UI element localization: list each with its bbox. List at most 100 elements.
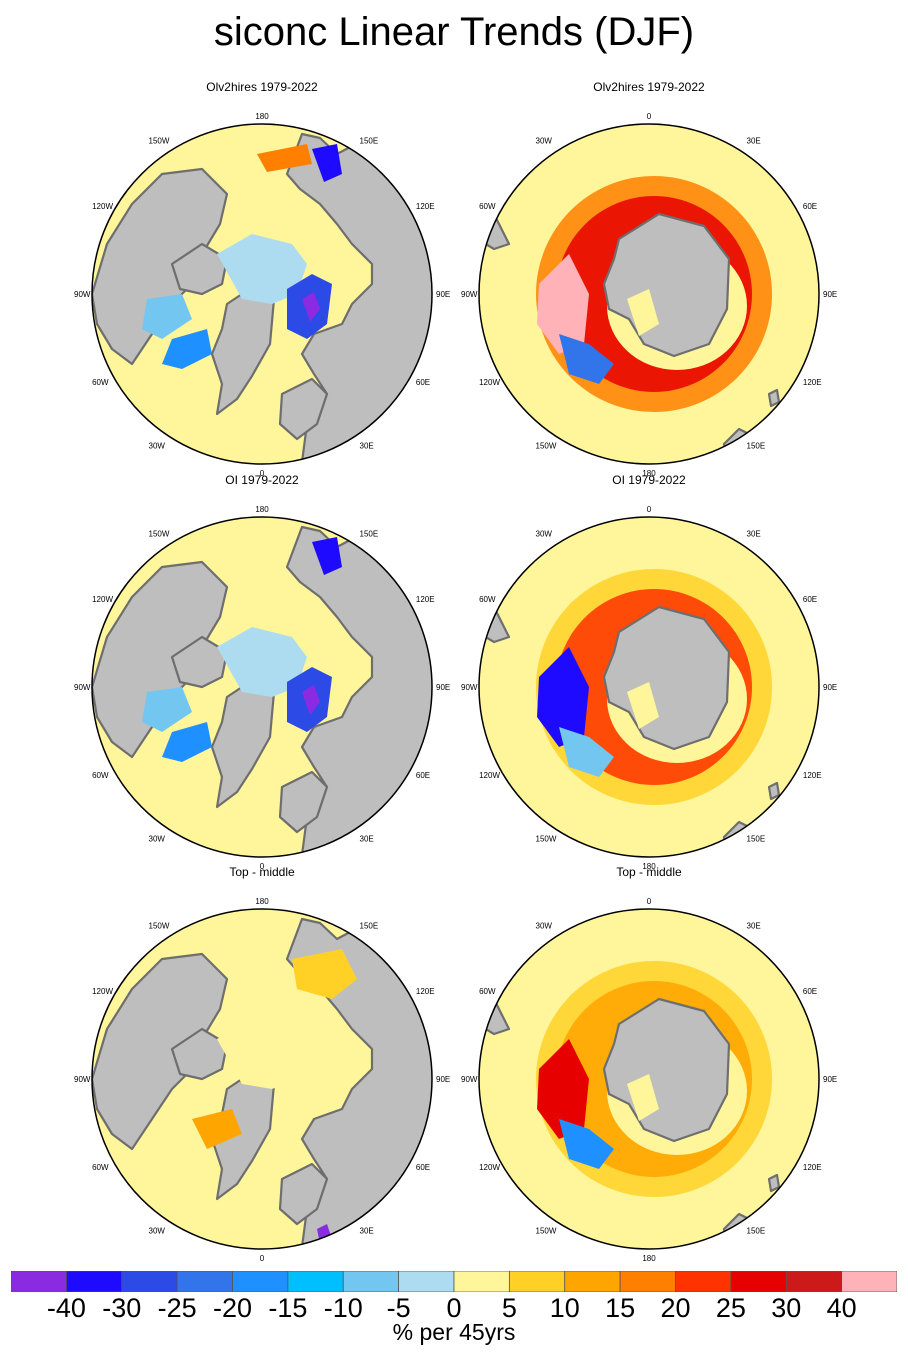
polar-map-south: 0 180 90W 90E 30W 30E 60W 60E 120W 120E 150W 150E [461, 112, 837, 478]
colorbar-tick-label: -5 [386, 1293, 411, 1323]
longitude-label: 150E [747, 835, 766, 844]
panel-sh-oi: OI 1979-2022 0 180 90W 90E 30W 30E 60W 60E 120W 1… [439, 473, 859, 871]
colorbar-swatch [287, 1271, 344, 1292]
polar-map-north: 180 0 90W 90E 150W 150E 120W 120E 60W 60E 30W 30E [74, 897, 450, 1263]
colorbar-tick-label: 30 [771, 1293, 802, 1323]
colorbar-swatch [65, 1271, 123, 1292]
colorbar-tick-label: -10 [323, 1293, 363, 1323]
longitude-label: 30W [536, 137, 553, 146]
longitude-label: 30W [536, 530, 553, 539]
scandinavia-land [278, 770, 329, 834]
okhotsk-sea-decline [312, 144, 342, 182]
longitude-label: 60W [92, 771, 109, 780]
colorbar-swatch [619, 1271, 676, 1292]
figure-title: siconc Linear Trends (DJF) [213, 10, 695, 54]
map-content [479, 176, 781, 464]
longitude-label: 150W [536, 442, 557, 451]
colorbar-swatch [785, 1271, 843, 1292]
colorbar-tick-label: 0 [446, 1293, 462, 1323]
scandinavia-land [278, 1162, 329, 1226]
longitude-label: 60W [479, 987, 496, 996]
small-island [767, 781, 781, 801]
small-island [767, 1173, 781, 1193]
colorbar-tick-label: 20 [660, 1293, 691, 1323]
panel-sh-olv2hires: Olv2hires 1979-2022 0 180 90W 90E 30W 30E 60W 6… [439, 80, 859, 478]
ross-ice-shelf [627, 682, 659, 729]
longitude-label: 60E [803, 595, 817, 604]
longitude-label: 60W [92, 378, 109, 387]
scandinavia-land [278, 377, 329, 441]
longitude-label: 60E [416, 378, 430, 387]
panel-title: Top - middle [229, 865, 295, 879]
okhotsk-sea-decline [312, 537, 342, 575]
longitude-label: 150W [149, 922, 170, 931]
longitude-label: 30W [149, 442, 166, 451]
colorbar-tick-label: -30 [102, 1293, 142, 1323]
pacific-positive-difference [292, 949, 357, 999]
longitude-label: 90E [823, 290, 837, 299]
panel-nh-oi: OI 1979-2022 180 0 90W 90E 150W 150E 120W 120E 6… [52, 473, 472, 871]
panel-title: Top - middle [616, 865, 682, 879]
small-island [767, 388, 781, 408]
ross-ice-shelf [627, 1074, 659, 1121]
longitude-label: 120W [92, 202, 113, 211]
longitude-label: 180 [642, 469, 656, 478]
longitude-label: 30E [747, 922, 761, 931]
map-boundary-circle [478, 908, 820, 1250]
colorbar-tick-labels: -40 -30 -25 -20 -15 -10 -5 0 5 10 15 20 25 30 40 [0, 1292, 908, 1323]
colorbar-swatch [841, 1271, 897, 1292]
colorbar-swatch [398, 1271, 455, 1292]
longitude-label: 120E [416, 202, 435, 211]
polar-map-south: 0 180 90W 90E 30W 30E 60W 60E 120W 120E 150W 150E [461, 505, 837, 871]
longitude-label: 90W [461, 290, 478, 299]
longitude-label: 90E [436, 290, 450, 299]
map-content [92, 132, 432, 464]
map-content [92, 525, 432, 857]
weddell-ross-trend [537, 254, 589, 354]
longitude-label: 0 [647, 112, 652, 121]
longitude-label: 30E [360, 1227, 374, 1236]
colorbar-swatch [121, 1271, 178, 1292]
canadian-archipelago [170, 635, 229, 689]
panel-nh-olv2hires: Olv2hires 1979-2022 180 0 90W 90E 150W 150E 12… [52, 80, 472, 478]
colorbar-swatch [176, 1271, 233, 1292]
colorbar-tick-label: -20 [212, 1293, 253, 1323]
longitude-label: 150W [149, 530, 170, 539]
polar-map-north: 180 0 90W 90E 150W 150E 120W 120E 60W 60E 30W 30E [74, 112, 450, 478]
weddell-ross-trend [537, 647, 589, 747]
longitude-label: 180 [255, 505, 269, 514]
labrador-sea-decline [162, 329, 212, 369]
longitude-label: 150W [149, 137, 170, 146]
panel-nh-difference: Top - middle 180 0 90W 90E 150W 150E 120W 120E 6… [52, 865, 472, 1263]
longitude-label: 90E [823, 683, 837, 692]
colorbar-swatch [730, 1271, 787, 1292]
map-boundary-circle [478, 516, 820, 858]
longitude-label: 90E [436, 683, 450, 692]
hudson-bay-trend [142, 687, 192, 732]
panel-sh-difference: Top - middle 0 180 90W 90E 30W 30E 60W 60E 120W 1… [439, 865, 859, 1263]
map-content [479, 569, 781, 857]
colorbar-tick-label: 25 [715, 1293, 746, 1323]
longitude-label: 0 [260, 1254, 265, 1263]
central-arctic-trend [217, 234, 307, 304]
longitude-label: 150E [360, 137, 379, 146]
polar-map-north: 180 0 90W 90E 150W 150E 120W 120E 60W 60E 30W 30E [74, 505, 450, 871]
longitude-label: 180 [642, 862, 656, 871]
longitude-label: 120E [416, 595, 435, 604]
ross-ice-shelf [627, 289, 659, 336]
colorbar-units: % per 45yrs [392, 1319, 516, 1345]
longitude-label: 120E [803, 771, 822, 780]
colorbar-swatch [342, 1271, 400, 1292]
longitude-label: 30E [747, 530, 761, 539]
canadian-archipelago [170, 1027, 229, 1081]
longitude-label: 180 [255, 112, 269, 121]
longitude-label: 90E [823, 1075, 837, 1084]
central-arctic-trend [217, 1019, 307, 1089]
map-content [479, 961, 781, 1249]
colorbar-tick-label: -15 [268, 1293, 308, 1323]
longitude-label: 30E [747, 137, 761, 146]
weddell-ross-trend [537, 1039, 589, 1139]
map-boundary-circle [478, 123, 820, 465]
longitude-label: 120W [92, 595, 113, 604]
panel-title: OI 1979-2022 [612, 473, 686, 487]
